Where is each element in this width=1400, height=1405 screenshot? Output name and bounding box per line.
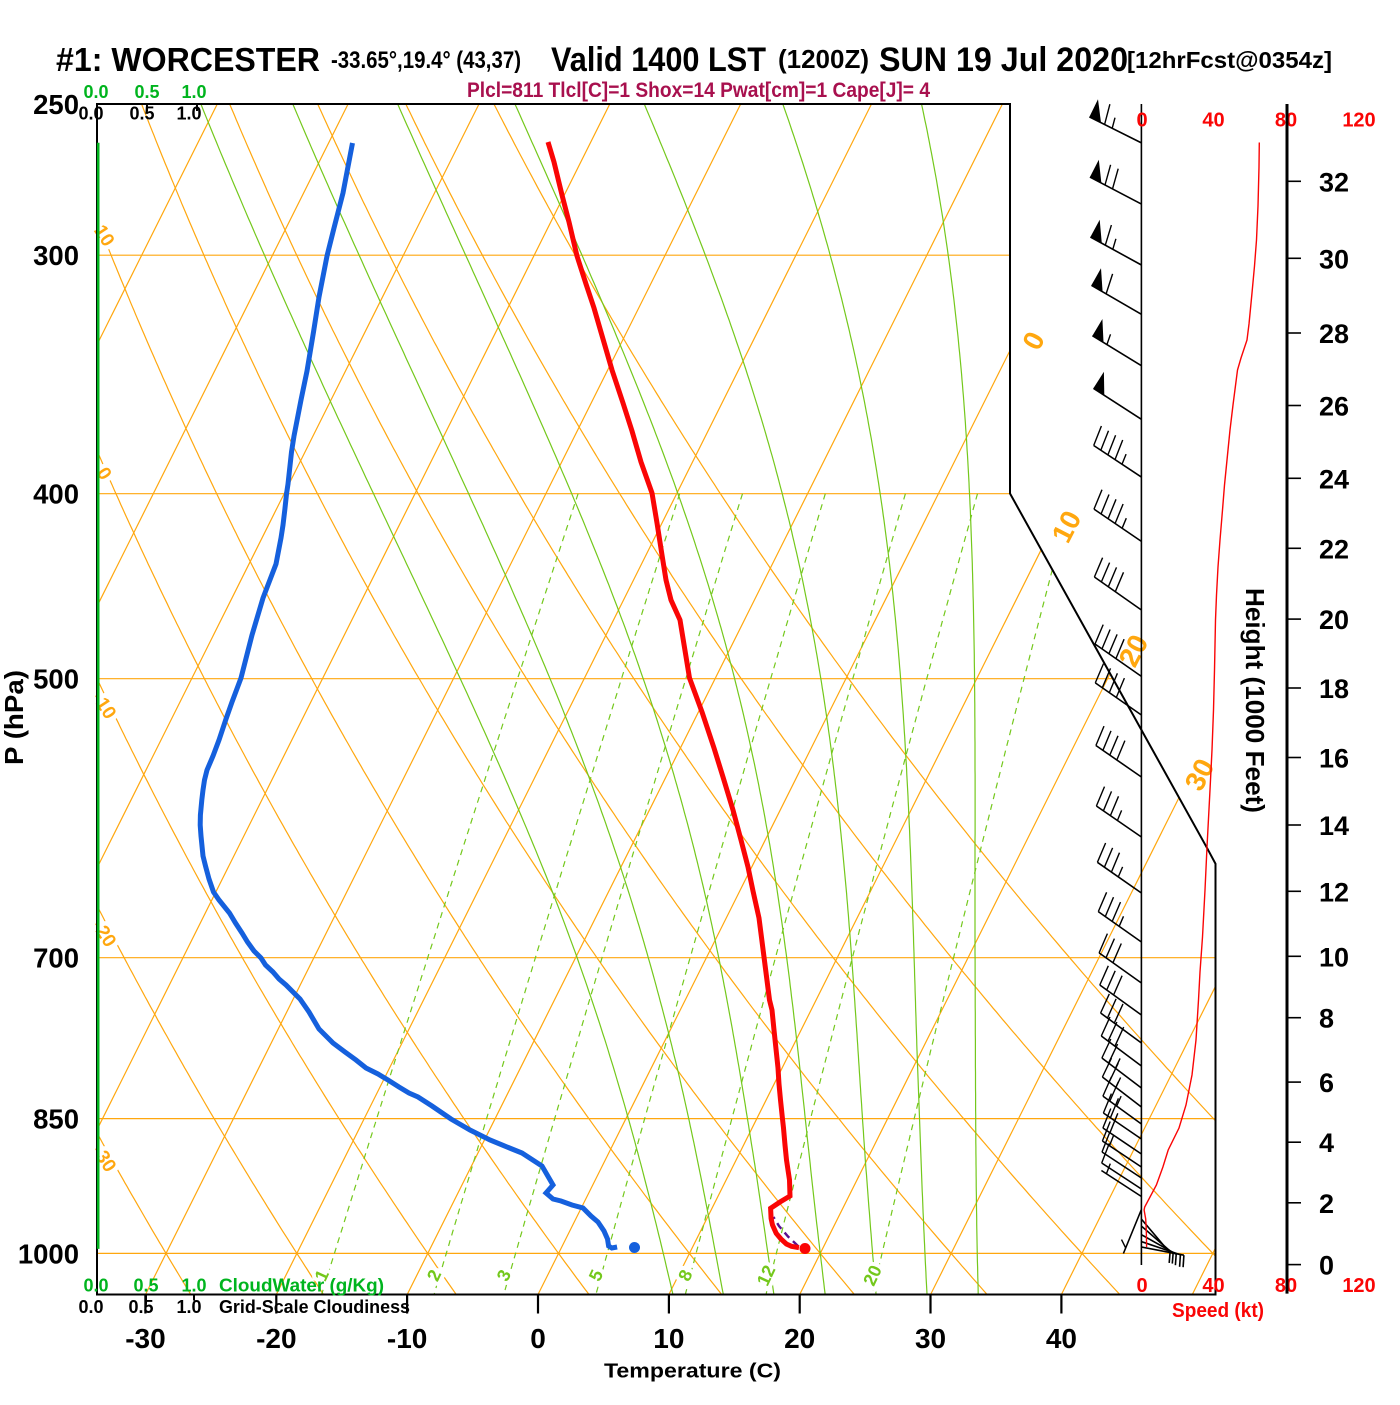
svg-text:1.0: 1.0 — [176, 1297, 201, 1317]
svg-text:40: 40 — [1046, 1323, 1077, 1354]
svg-text:32: 32 — [1319, 167, 1349, 197]
svg-text:14: 14 — [1319, 811, 1349, 841]
svg-text:Plcl=811 Tlcl[C]=1 Shox=14 Pwa: Plcl=811 Tlcl[C]=1 Shox=14 Pwat[cm]=1 Ca… — [467, 79, 930, 102]
svg-text:Height (1000 Feet): Height (1000 Feet) — [1240, 588, 1270, 813]
svg-text:20: 20 — [1319, 605, 1349, 635]
svg-text:850: 850 — [33, 1104, 79, 1135]
svg-text:20: 20 — [784, 1323, 815, 1354]
svg-text:0.5: 0.5 — [134, 82, 159, 102]
svg-text:0: 0 — [1136, 109, 1147, 131]
svg-text:1.0: 1.0 — [181, 82, 206, 102]
svg-text:28: 28 — [1319, 319, 1349, 349]
svg-text:10: 10 — [1319, 942, 1349, 972]
svg-text:4: 4 — [1319, 1128, 1334, 1158]
svg-text:0.0: 0.0 — [83, 1276, 108, 1296]
svg-text:0.0: 0.0 — [78, 104, 103, 124]
svg-text:500: 500 — [33, 664, 79, 695]
svg-text:250: 250 — [33, 89, 79, 120]
svg-text:0.0: 0.0 — [83, 82, 108, 102]
svg-text:0: 0 — [530, 1323, 546, 1354]
svg-text:40: 40 — [1202, 109, 1224, 131]
svg-text:30: 30 — [915, 1323, 946, 1354]
svg-text:24: 24 — [1319, 464, 1349, 494]
svg-text:300: 300 — [33, 240, 79, 271]
svg-text:-10: -10 — [387, 1323, 427, 1354]
svg-text:8: 8 — [1319, 1004, 1334, 1034]
svg-text:120: 120 — [1342, 1275, 1375, 1297]
svg-text:1.0: 1.0 — [181, 1276, 206, 1296]
svg-text:Valid 1400 LST: Valid 1400 LST — [551, 41, 766, 79]
svg-text:CloudWater (g/Kg): CloudWater (g/Kg) — [219, 1276, 384, 1296]
svg-text:6: 6 — [1319, 1068, 1334, 1098]
svg-text:2: 2 — [1319, 1189, 1334, 1219]
svg-text:40: 40 — [1202, 1275, 1224, 1297]
svg-text:12: 12 — [1319, 877, 1349, 907]
svg-text:(1200Z): (1200Z) — [778, 44, 869, 74]
svg-text:#1: WORCESTER: #1: WORCESTER — [56, 41, 320, 78]
svg-text:22: 22 — [1319, 534, 1349, 564]
svg-text:18: 18 — [1319, 674, 1349, 704]
svg-text:-20: -20 — [256, 1323, 296, 1354]
svg-text:400: 400 — [33, 479, 79, 510]
svg-text:0.5: 0.5 — [128, 1297, 153, 1317]
svg-text:[12hrFcst@0354z]: [12hrFcst@0354z] — [1127, 47, 1332, 73]
svg-text:1.0: 1.0 — [176, 104, 201, 124]
svg-text:10: 10 — [653, 1323, 684, 1354]
svg-text:30: 30 — [1319, 244, 1349, 274]
svg-text:700: 700 — [33, 943, 79, 974]
svg-text:P (hPa): P (hPa) — [0, 670, 29, 765]
svg-text:1000: 1000 — [18, 1238, 79, 1269]
svg-text:-30: -30 — [125, 1323, 165, 1354]
svg-text:Speed (kt): Speed (kt) — [1172, 1300, 1264, 1322]
svg-text:-33.65°,19.4° (43,37): -33.65°,19.4° (43,37) — [331, 47, 521, 74]
svg-text:0.5: 0.5 — [129, 104, 154, 124]
svg-text:Temperature (C): Temperature (C) — [604, 1361, 781, 1383]
svg-text:0.0: 0.0 — [78, 1297, 103, 1317]
svg-text:0: 0 — [1319, 1251, 1334, 1281]
svg-text:16: 16 — [1319, 744, 1349, 774]
svg-text:Grid-Scale Cloudiness: Grid-Scale Cloudiness — [219, 1297, 410, 1317]
svg-text:26: 26 — [1319, 392, 1349, 422]
svg-text:120: 120 — [1342, 109, 1375, 131]
svg-text:0.5: 0.5 — [133, 1276, 158, 1296]
svg-text:0: 0 — [1136, 1275, 1147, 1297]
svg-text:SUN 19 Jul 2020: SUN 19 Jul 2020 — [879, 41, 1128, 79]
